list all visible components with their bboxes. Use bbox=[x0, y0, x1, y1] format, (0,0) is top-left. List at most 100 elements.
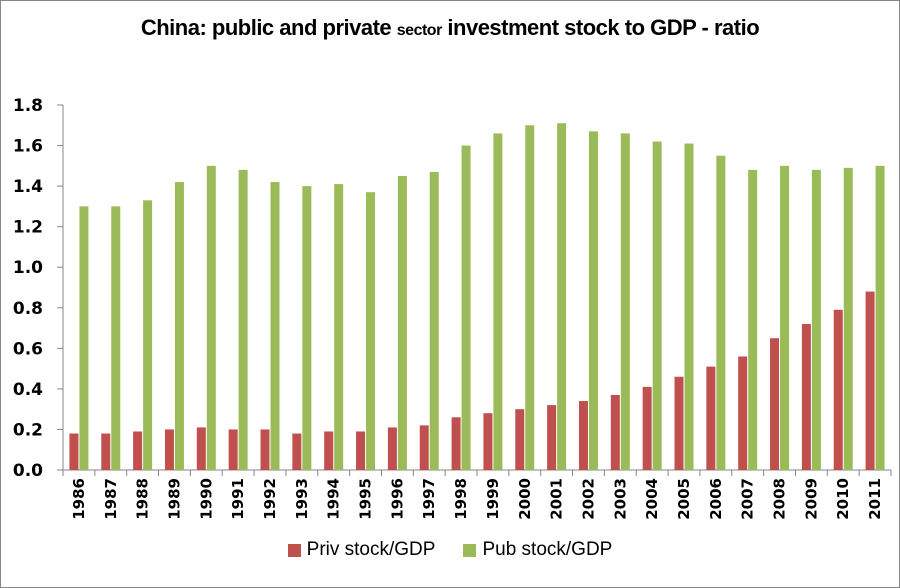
bar-pub bbox=[461, 145, 471, 471]
bar-priv bbox=[674, 376, 684, 470]
legend-swatch-priv bbox=[287, 543, 301, 557]
bar-pub bbox=[588, 131, 598, 470]
bar-priv bbox=[101, 433, 111, 470]
x-tick-label: 2003 bbox=[611, 478, 629, 520]
bar-priv bbox=[324, 431, 334, 470]
bar-priv bbox=[642, 386, 652, 470]
bar-priv bbox=[833, 309, 843, 470]
x-tick-label: 1990 bbox=[197, 478, 215, 520]
y-tick-label: 1.8 bbox=[13, 96, 43, 116]
bar-priv bbox=[515, 409, 525, 470]
bar-pub bbox=[206, 165, 216, 471]
x-tick-label: 1992 bbox=[261, 478, 279, 520]
bar-pub bbox=[780, 165, 790, 471]
x-tick-label: 1991 bbox=[229, 478, 247, 520]
bar-pub bbox=[875, 165, 885, 471]
bar-priv bbox=[738, 356, 748, 470]
bar-pub bbox=[334, 184, 344, 471]
bar-priv bbox=[292, 433, 302, 470]
bar-priv bbox=[483, 413, 493, 470]
bar-priv bbox=[419, 425, 429, 470]
legend: Priv stock/GDP Pub stock/GDP bbox=[1, 539, 899, 561]
x-tick-label: 2007 bbox=[739, 478, 757, 520]
x-tick-label: 1999 bbox=[484, 478, 502, 520]
legend-item-priv: Priv stock/GDP bbox=[287, 539, 436, 561]
x-tick-label: 2005 bbox=[675, 478, 693, 520]
bar-pub bbox=[811, 169, 821, 470]
bar-pub bbox=[366, 192, 376, 470]
x-tick-label: 1989 bbox=[165, 478, 183, 520]
x-tick-label: 1996 bbox=[388, 478, 406, 520]
x-tick-label: 1986 bbox=[70, 478, 88, 520]
bar-pub bbox=[429, 171, 439, 470]
bar-priv bbox=[610, 394, 620, 470]
bar-priv bbox=[387, 427, 397, 470]
legend-label-pub: Pub stock/GDP bbox=[482, 539, 613, 560]
bar-pub bbox=[620, 133, 630, 470]
bar-pub bbox=[748, 169, 758, 470]
y-tick-label: 1.2 bbox=[13, 218, 43, 238]
bar-pub bbox=[557, 123, 567, 470]
x-tick-label: 2001 bbox=[548, 478, 566, 520]
bar-pub bbox=[270, 182, 280, 471]
y-tick-label: 1.4 bbox=[13, 177, 43, 197]
bar-priv bbox=[578, 401, 588, 470]
x-tick-label: 2006 bbox=[707, 478, 725, 520]
x-tick-label: 2000 bbox=[516, 478, 534, 520]
bar-pub bbox=[716, 155, 726, 470]
x-tick-label: 1987 bbox=[102, 478, 120, 520]
bar-priv bbox=[228, 429, 238, 470]
y-tick-label: 1.0 bbox=[13, 258, 43, 278]
x-tick-label: 1995 bbox=[357, 478, 375, 520]
title-part-1: China: public and private bbox=[140, 15, 397, 40]
x-tick-label: 2002 bbox=[579, 478, 597, 520]
y-tick-label: 0.8 bbox=[13, 299, 43, 319]
bar-priv bbox=[356, 431, 366, 470]
y-tick-label: 0.0 bbox=[13, 461, 43, 481]
title-part-2: sector bbox=[396, 22, 443, 39]
bar-pub bbox=[302, 186, 312, 470]
bar-pub bbox=[79, 206, 89, 470]
legend-item-pub: Pub stock/GDP bbox=[463, 539, 612, 561]
bar-priv bbox=[133, 431, 143, 470]
bar-priv bbox=[547, 405, 557, 470]
bar-priv bbox=[196, 427, 206, 470]
y-tick-label: 0.2 bbox=[13, 420, 43, 440]
y-tick-label: 0.6 bbox=[13, 339, 43, 359]
x-tick-label: 2011 bbox=[866, 478, 884, 520]
y-tick-label: 1.6 bbox=[13, 137, 43, 157]
bar-pub bbox=[397, 175, 407, 470]
chart-title: China: public and private sector investm… bbox=[1, 11, 899, 48]
bar-priv bbox=[770, 338, 780, 470]
legend-swatch-pub bbox=[463, 543, 477, 557]
bar-pub bbox=[843, 167, 853, 470]
x-tick-label: 2004 bbox=[643, 478, 661, 520]
x-tick-label: 2008 bbox=[771, 478, 789, 520]
bar-priv bbox=[451, 417, 461, 470]
bar-priv bbox=[801, 324, 811, 470]
title-part-3: investment stock to GDP - ratio bbox=[441, 15, 760, 40]
bar-priv bbox=[260, 429, 270, 470]
bar-pub bbox=[652, 141, 662, 470]
bar-pub bbox=[174, 182, 184, 471]
bar-priv bbox=[69, 433, 79, 470]
x-tick-label: 1998 bbox=[452, 478, 470, 520]
y-tick-label: 0.4 bbox=[13, 380, 43, 400]
x-tick-label: 1993 bbox=[293, 478, 311, 520]
bar-pub bbox=[684, 143, 694, 470]
x-tick-label: 1997 bbox=[420, 478, 438, 520]
x-tick-label: 1988 bbox=[134, 478, 152, 520]
bar-pub bbox=[525, 125, 535, 471]
bar-pub bbox=[238, 169, 248, 470]
x-tick-label: 1994 bbox=[325, 478, 343, 520]
bar-pub bbox=[143, 200, 153, 471]
bar-pub bbox=[493, 133, 503, 470]
bar-priv bbox=[164, 429, 174, 470]
bar-priv bbox=[865, 291, 875, 470]
x-tick-label: 2009 bbox=[802, 478, 820, 520]
bar-pub bbox=[111, 206, 121, 470]
bar-priv bbox=[706, 366, 716, 470]
legend-label-priv: Priv stock/GDP bbox=[306, 539, 436, 560]
